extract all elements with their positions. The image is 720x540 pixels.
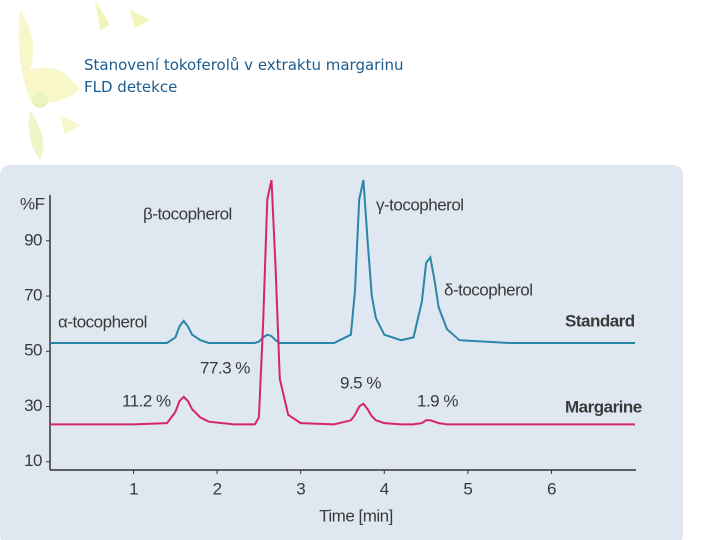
y-tick-label: 30 (24, 396, 42, 415)
series-label: Margarine (565, 397, 642, 416)
x-tick-label: 1 (129, 479, 138, 498)
x-tick-label: 6 (547, 479, 556, 498)
x-axis-label: Time [min] (319, 506, 393, 525)
annotation: 9.5 % (340, 373, 381, 392)
series-line (50, 179, 635, 344)
annotation: α-tocopherol (58, 312, 147, 331)
y-tick-label: 70 (24, 286, 42, 305)
annotation: 77.3 % (200, 358, 250, 377)
y-tick-label: 50 (24, 341, 42, 360)
y-axis-label: %F (20, 194, 45, 213)
annotation: 1.9 % (417, 391, 458, 410)
decoration (18, 0, 150, 160)
chart-panel (0, 165, 683, 540)
x-tick-label: 3 (296, 479, 305, 498)
slide-subtitle: FLD detekce (84, 78, 177, 96)
annotation: δ-tocopherol (444, 280, 533, 299)
series-label: Standard (565, 311, 635, 330)
annotation: γ-tocopherol (376, 195, 464, 214)
series-line (50, 179, 635, 426)
annotation: β-tocopherol (143, 204, 232, 223)
x-tick-label: 5 (463, 479, 472, 498)
y-tick-label: 10 (24, 451, 42, 470)
annotation: 11.2 % (122, 391, 171, 410)
y-tick-label: 90 (24, 230, 42, 249)
x-tick-label: 2 (213, 479, 222, 498)
x-tick-label: 4 (380, 479, 389, 498)
slide-title: Stanovení tokoferolů v extraktu margarin… (84, 56, 404, 74)
